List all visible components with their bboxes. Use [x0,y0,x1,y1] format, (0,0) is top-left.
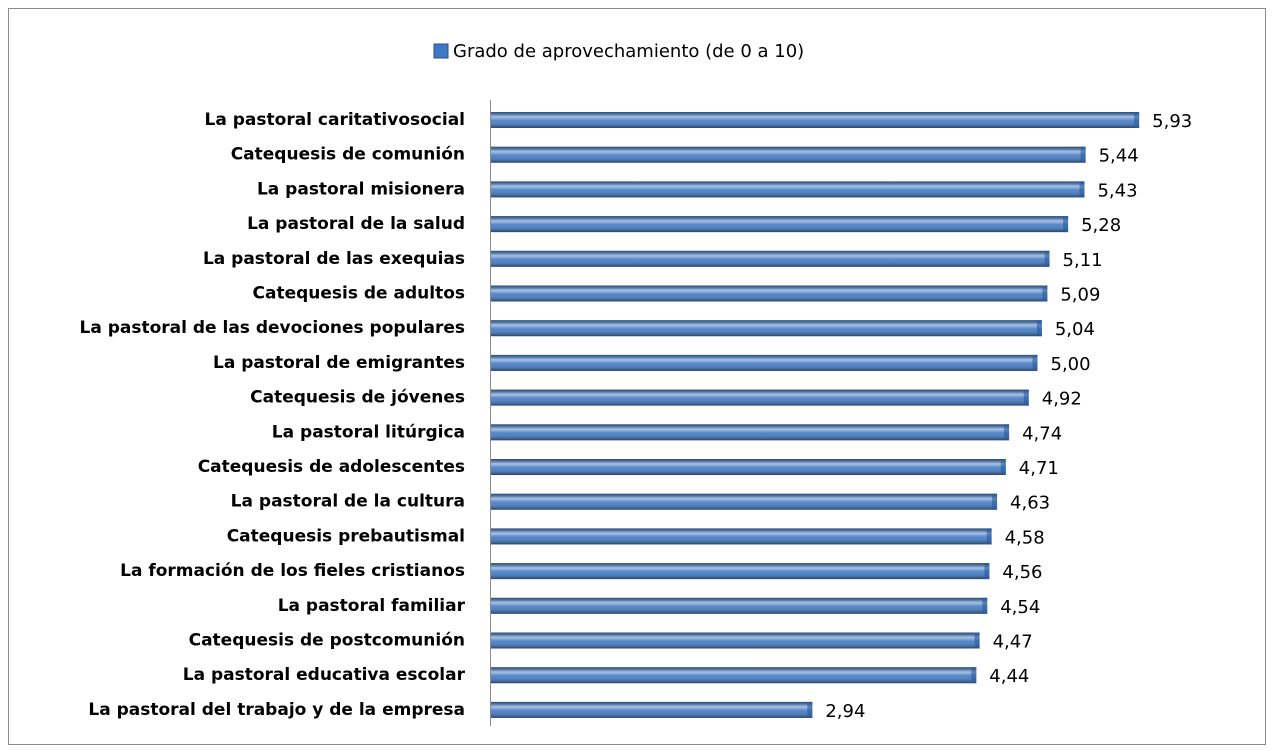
bar-cap [986,528,992,545]
bar-cap [807,701,813,718]
y-tick-label: La pastoral de la cultura [231,492,465,512]
data-label: 5,04 [1055,319,1095,340]
bar-cap [1080,146,1086,163]
bar-cap [984,563,990,580]
data-label: 5,44 [1099,146,1139,167]
legend-label: Grado de aprovechamiento (de 0 a 10) [453,41,804,62]
data-label: 4,44 [989,666,1029,687]
y-tick-label: Catequesis de adultos [253,284,466,304]
bar-shine [491,701,813,718]
data-label: 5,00 [1051,354,1091,375]
y-tick-label: Catequesis de jóvenes [250,388,465,408]
data-label: 5,11 [1063,250,1103,271]
bar-shine [491,320,1042,337]
bar-shine [491,563,990,580]
data-label: 4,71 [1019,458,1059,479]
data-label: 5,09 [1060,285,1100,306]
bar-cap [1032,354,1038,371]
data-label: 4,74 [1022,423,1062,444]
bar-cap [974,632,980,649]
y-tick-label: La formación de los fieles cristianos [120,561,465,581]
bar-cap [1134,112,1140,128]
bar-shine [491,632,980,649]
data-label: 4,58 [1005,527,1045,548]
bar-shine [491,250,1050,267]
bar-cap [982,597,988,614]
legend-swatch [433,43,449,59]
bar-shine [491,424,1010,441]
y-tick-label: La pastoral educativa escolar [183,665,466,685]
data-label: 2,94 [825,701,865,722]
bar-shine [491,354,1038,371]
bar-cap [1023,389,1029,406]
bar-cap [1042,285,1048,302]
y-tick-label: La pastoral de las exequias [203,249,465,269]
y-tick-label: Catequesis prebautismal [227,526,465,546]
bar-shine [491,597,988,614]
bar-shine [491,216,1069,233]
bar-shine [491,146,1086,163]
y-tick-label: Catequesis de postcomunión [189,631,465,651]
bar-shine [491,181,1085,198]
bar-cap [1063,216,1069,233]
y-tick-label: La pastoral familiar [278,596,466,616]
data-label: 4,63 [1010,493,1050,514]
bar-shine [491,112,1140,128]
y-tick-label: Catequesis de adolescentes [198,457,465,477]
y-tick-label: La pastoral de las devociones populares [79,318,465,338]
bar-cap [1036,320,1042,337]
y-tick-label: La pastoral de emigrantes [213,353,465,373]
bar-shine [491,389,1029,406]
data-label: 4,92 [1042,389,1082,410]
bar-shine [491,493,998,510]
bar-cap [992,493,998,510]
y-tick-label: La pastoral caritativosocial [205,110,465,130]
y-tick-label: La pastoral litúrgica [272,422,465,442]
data-label: 5,28 [1081,215,1121,236]
bar-cap [1004,424,1010,441]
bar-cap [971,667,977,684]
data-label: 4,54 [1000,597,1040,618]
y-tick-label: La pastoral del trabajo y de la empresa [88,700,465,720]
y-tick-label: La pastoral de la salud [247,214,465,234]
bar-cap [1000,459,1006,475]
y-tick-label: Catequesis de comunión [231,145,465,165]
bar-shine [491,285,1048,302]
bar-cap [1079,181,1085,198]
data-label: 5,93 [1152,111,1192,132]
bar-cap [1044,250,1050,267]
bar-shine [491,667,977,684]
data-label: 4,47 [993,632,1033,653]
data-label: 5,43 [1097,180,1137,201]
chart-border [8,8,1266,745]
bar-shine [491,459,1006,475]
data-label: 4,56 [1002,562,1042,583]
y-tick-label: La pastoral misionera [257,179,465,199]
bar-shine [491,528,992,545]
